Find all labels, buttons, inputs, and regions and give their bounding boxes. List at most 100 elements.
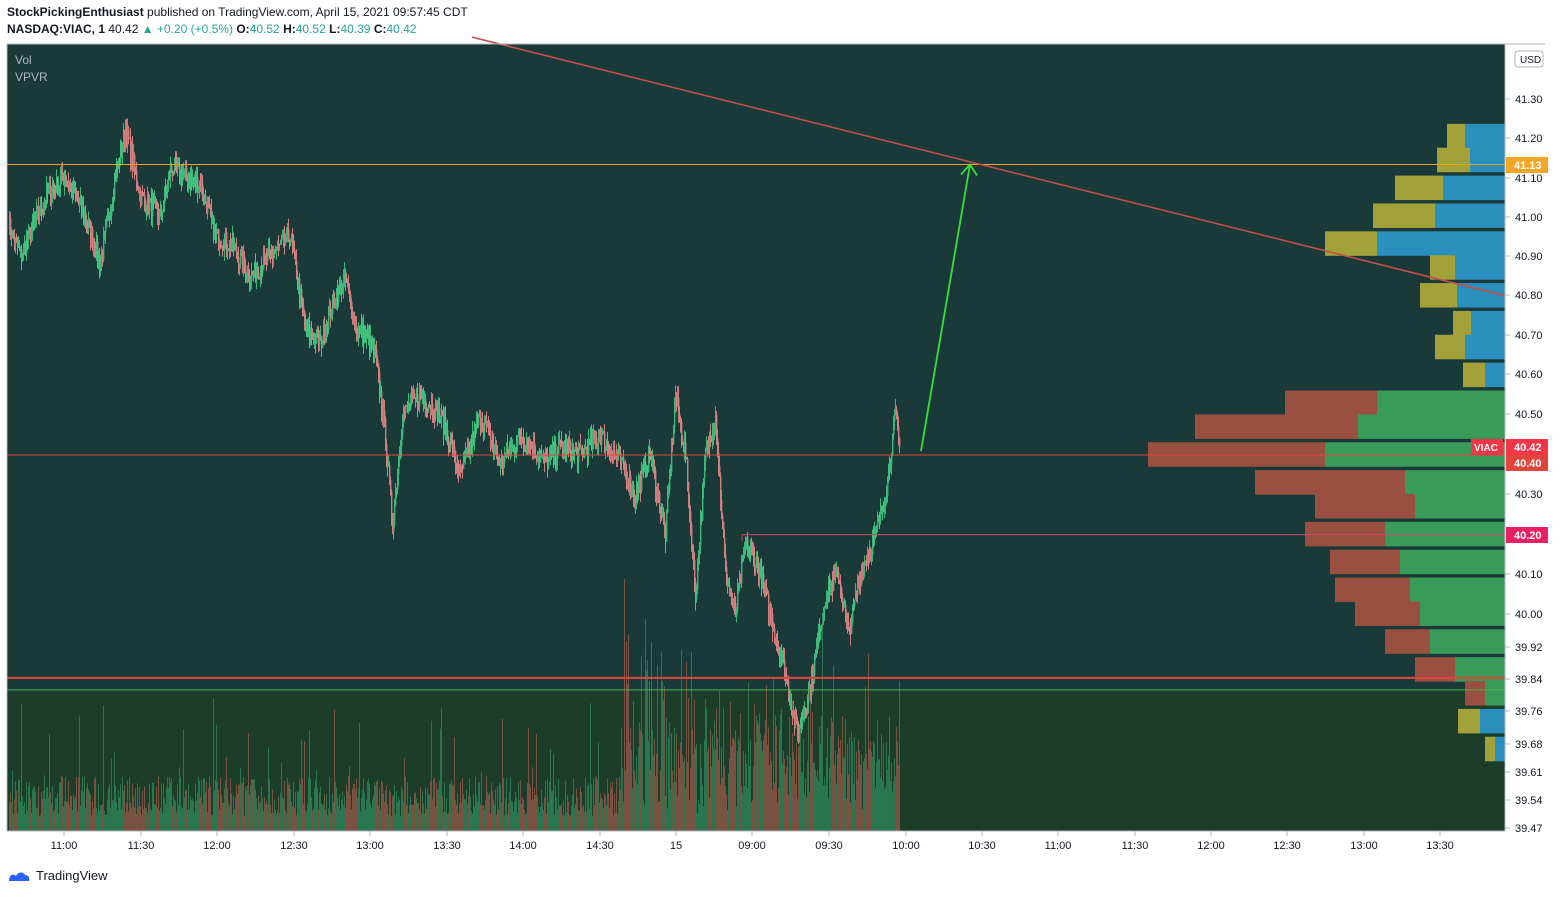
candle-body <box>484 423 486 432</box>
candle-body <box>759 571 761 580</box>
price-tag-label: 40.42 <box>1514 442 1542 454</box>
candle-body <box>791 700 793 713</box>
vpvr-up-bar <box>1480 708 1505 734</box>
candle-body <box>875 527 877 532</box>
candle-body <box>635 497 637 502</box>
candle-body <box>831 582 833 587</box>
candle-body <box>307 321 309 329</box>
vpvr-up-bar <box>1495 736 1505 762</box>
vpvr-up-bar <box>1443 175 1505 201</box>
candle-body <box>765 587 767 590</box>
candle-body <box>73 182 75 194</box>
candle-body <box>886 496 888 503</box>
candle-body <box>464 456 466 459</box>
candle-body <box>689 504 691 512</box>
candle-body <box>844 604 846 607</box>
candle-body <box>878 516 880 522</box>
candle-body <box>171 163 173 171</box>
time-tick-label: 11:00 <box>1045 840 1072 852</box>
candle-body <box>459 464 461 474</box>
candle-body <box>355 326 357 329</box>
candle-body <box>413 393 415 399</box>
candle-body <box>520 433 522 438</box>
candle-body <box>798 732 800 737</box>
symbol-name[interactable]: NASDAQ:VIAC, 1 <box>7 22 106 36</box>
price-tag: 41.13 <box>1506 157 1548 173</box>
candle-body <box>553 446 555 459</box>
candle-body <box>641 472 643 492</box>
candle-body <box>559 440 561 443</box>
candle-body <box>183 174 185 176</box>
price-tick-label: 40.00 <box>1515 609 1543 621</box>
candle-body <box>337 291 339 303</box>
tradingview-branding[interactable]: TradingView <box>7 868 108 883</box>
candle-body <box>89 219 91 222</box>
price-tick-label: 39.68 <box>1515 739 1543 751</box>
candle-body <box>680 418 682 422</box>
candle-body <box>400 446 402 455</box>
candle-body <box>516 443 518 450</box>
candle-body <box>695 581 697 601</box>
candle-body <box>375 346 377 350</box>
candle-body <box>158 214 160 220</box>
candle-body <box>204 194 206 200</box>
candle-body <box>864 563 866 567</box>
candle-body <box>525 446 527 450</box>
candle-body <box>202 183 204 196</box>
candle-body <box>426 407 428 410</box>
candle-body <box>692 548 694 552</box>
candle-body <box>409 404 411 410</box>
vpvr-up-bar <box>1377 390 1505 416</box>
candle-body <box>872 537 874 555</box>
candle-body <box>835 574 837 578</box>
candle-body <box>648 450 650 473</box>
candle-body <box>599 437 601 439</box>
candle-body <box>67 181 69 183</box>
candle-body <box>714 427 716 432</box>
time-tick-label: 11:30 <box>128 840 155 852</box>
candle-body <box>258 272 260 278</box>
candle-body <box>234 246 236 251</box>
candle-body <box>82 206 84 211</box>
candle-body <box>68 181 70 186</box>
candle-body <box>891 456 893 465</box>
candle-body <box>566 443 568 456</box>
candle-body <box>699 545 701 554</box>
candle-body <box>623 457 625 467</box>
candle-body <box>436 403 438 405</box>
candle-body <box>76 193 78 196</box>
candle-body <box>18 247 20 249</box>
candle-body <box>404 411 406 414</box>
candle-body <box>882 509 884 514</box>
candle-body <box>607 441 609 447</box>
candle-body <box>211 210 213 219</box>
candle-body <box>270 251 272 253</box>
candle-body <box>100 264 102 268</box>
candle-body <box>85 212 87 220</box>
candle-body <box>432 403 434 415</box>
candle-body <box>140 190 142 206</box>
candle-body <box>532 448 534 457</box>
time-tick-label: 10:30 <box>968 840 996 852</box>
candle-body <box>173 173 175 176</box>
candle-body <box>62 171 64 180</box>
candle-body <box>95 251 97 257</box>
candle-body <box>453 446 455 457</box>
candle-body <box>48 188 50 194</box>
candle-body <box>246 275 248 277</box>
candle-body <box>738 587 740 591</box>
candle-body <box>176 161 178 169</box>
price-tag-label: 41.13 <box>1514 160 1542 172</box>
candle-body <box>779 648 781 660</box>
candle-body <box>429 406 431 408</box>
candle-body <box>839 581 841 583</box>
author-name[interactable]: StockPickingEnthusiast <box>7 5 144 19</box>
candle-body <box>136 170 138 183</box>
candle-body <box>652 458 654 460</box>
candle-body <box>129 138 131 140</box>
candle-body <box>457 463 459 470</box>
candle-body <box>118 158 120 168</box>
candle-body <box>796 714 798 721</box>
candle-body <box>385 418 387 444</box>
